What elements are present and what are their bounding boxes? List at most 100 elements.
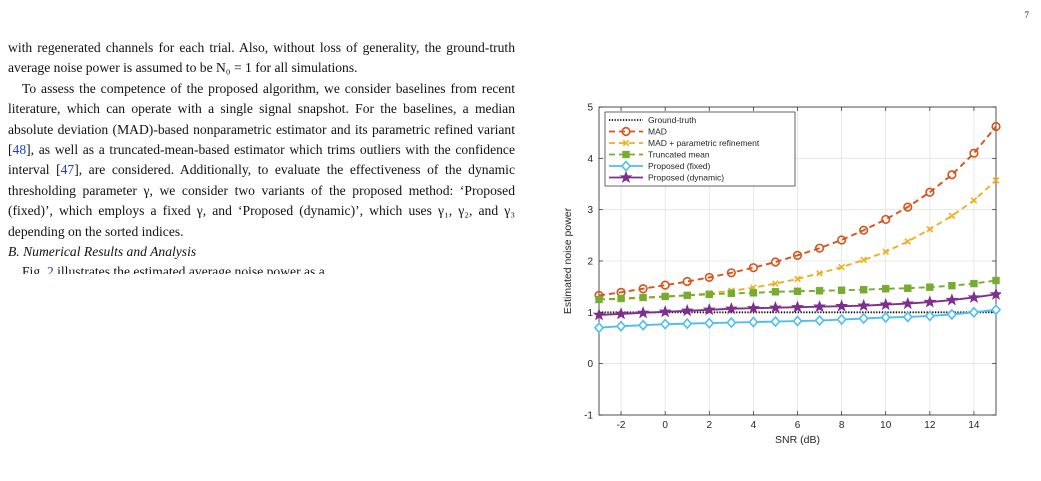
data-point	[705, 290, 713, 299]
legend-entry: Truncated mean	[609, 150, 710, 160]
data-point	[967, 290, 981, 303]
data-point	[727, 289, 736, 298]
data-point	[903, 202, 913, 212]
x-tick-label: 2	[706, 420, 712, 431]
data-point	[791, 300, 804, 313]
data-point	[617, 294, 625, 303]
data-point	[946, 308, 957, 321]
data-point	[948, 212, 956, 220]
data-point	[794, 275, 801, 283]
data-point	[638, 319, 649, 331]
x-tick-label: -2	[617, 420, 626, 431]
legend-box	[604, 111, 796, 187]
data-point	[947, 170, 957, 180]
figure-sentence-part-b: illustrates the estimated average noise …	[53, 264, 325, 275]
x-tick-label: 6	[795, 420, 801, 431]
y-tick-label: -1	[584, 411, 593, 422]
series-1	[594, 121, 1001, 300]
data-point	[881, 214, 891, 225]
x-tick-label: 8	[839, 420, 845, 431]
citation-47-link[interactable]: 47	[60, 162, 75, 178]
data-point	[991, 121, 1001, 132]
data-point	[838, 263, 845, 271]
legend-entry: Proposed (fixed)	[609, 160, 711, 172]
series-4	[593, 304, 1001, 334]
data-point	[969, 148, 979, 158]
legend-entry: Proposed (dynamic)	[609, 170, 724, 183]
citation-48-link[interactable]: 48	[12, 142, 27, 158]
data-point	[968, 306, 980, 319]
data-point	[748, 263, 758, 273]
data-point	[726, 268, 736, 278]
x-tick-label: 14	[968, 420, 980, 431]
section-heading: B. Numerical Results and Analysis	[8, 244, 197, 260]
data-point	[622, 139, 630, 147]
data-point	[926, 283, 934, 291]
paragraph-2: To assess the competence of the proposed…	[8, 79, 515, 242]
paragraph-1: with regenerated channels for each trial…	[8, 40, 515, 76]
x-tick-label: 0	[662, 420, 668, 431]
legend-entry: MAD	[609, 127, 667, 137]
axes-frame	[598, 106, 997, 416]
page-number: 7	[1024, 10, 1030, 20]
figure-sentence: Fig. 2 illustrates the estimated average…	[8, 262, 515, 274]
legend-label: MAD + parametric refinement	[648, 138, 760, 148]
data-point	[860, 256, 868, 264]
data-point	[746, 301, 760, 314]
y-tick-label: 4	[587, 154, 593, 165]
data-point	[879, 297, 893, 311]
data-point	[859, 286, 868, 294]
data-point	[772, 280, 779, 287]
series-line	[598, 125, 997, 297]
series-5	[592, 287, 1001, 321]
x-axis-label: SNR (dB)	[775, 434, 820, 446]
data-point	[593, 322, 605, 334]
data-point	[837, 235, 847, 245]
y-tick-label: 5	[587, 103, 593, 114]
data-point	[882, 285, 890, 293]
data-point	[990, 304, 1001, 316]
data-point	[769, 300, 782, 314]
data-point	[620, 160, 632, 172]
data-point	[704, 272, 714, 283]
data-point	[636, 306, 650, 319]
data-point	[619, 170, 633, 183]
y-tick-label: 0	[587, 359, 593, 370]
data-point	[614, 307, 628, 320]
data-point	[660, 318, 671, 330]
data-point	[948, 281, 956, 290]
data-point	[592, 308, 606, 321]
data-point	[726, 316, 737, 329]
x-tick-label: 10	[880, 420, 892, 431]
data-point	[924, 310, 935, 322]
data-point	[638, 284, 648, 294]
data-point	[992, 177, 1000, 184]
data-point	[660, 280, 670, 290]
data-point	[793, 287, 802, 295]
figure-2-link[interactable]: 2	[46, 264, 54, 275]
data-point	[859, 225, 869, 235]
series-3	[595, 276, 1000, 304]
data-point	[815, 287, 824, 295]
data-point	[880, 311, 891, 324]
data-point	[836, 313, 847, 326]
data-point	[882, 248, 890, 256]
legend-label: Ground-truth	[648, 115, 696, 125]
data-point	[622, 150, 630, 159]
figure-sentence-part-a: Fig.	[22, 264, 47, 275]
data-point	[989, 287, 1001, 300]
noise-power-chart: -2 0 2 4 6 8 10 12 14 -1 0 1 2 3 4 5 SNR (dB) Estimated n…	[546, 95, 1001, 470]
data-point	[926, 225, 934, 233]
data-point	[992, 276, 1000, 285]
data-point	[925, 187, 935, 197]
data-point	[680, 304, 694, 317]
data-point	[621, 126, 631, 137]
data-point	[682, 317, 693, 330]
data-point	[904, 284, 912, 292]
data-point	[682, 276, 692, 287]
data-point	[661, 292, 669, 301]
data-point	[902, 311, 913, 323]
x-tick-label: 4	[751, 420, 757, 431]
data-point	[970, 279, 978, 288]
